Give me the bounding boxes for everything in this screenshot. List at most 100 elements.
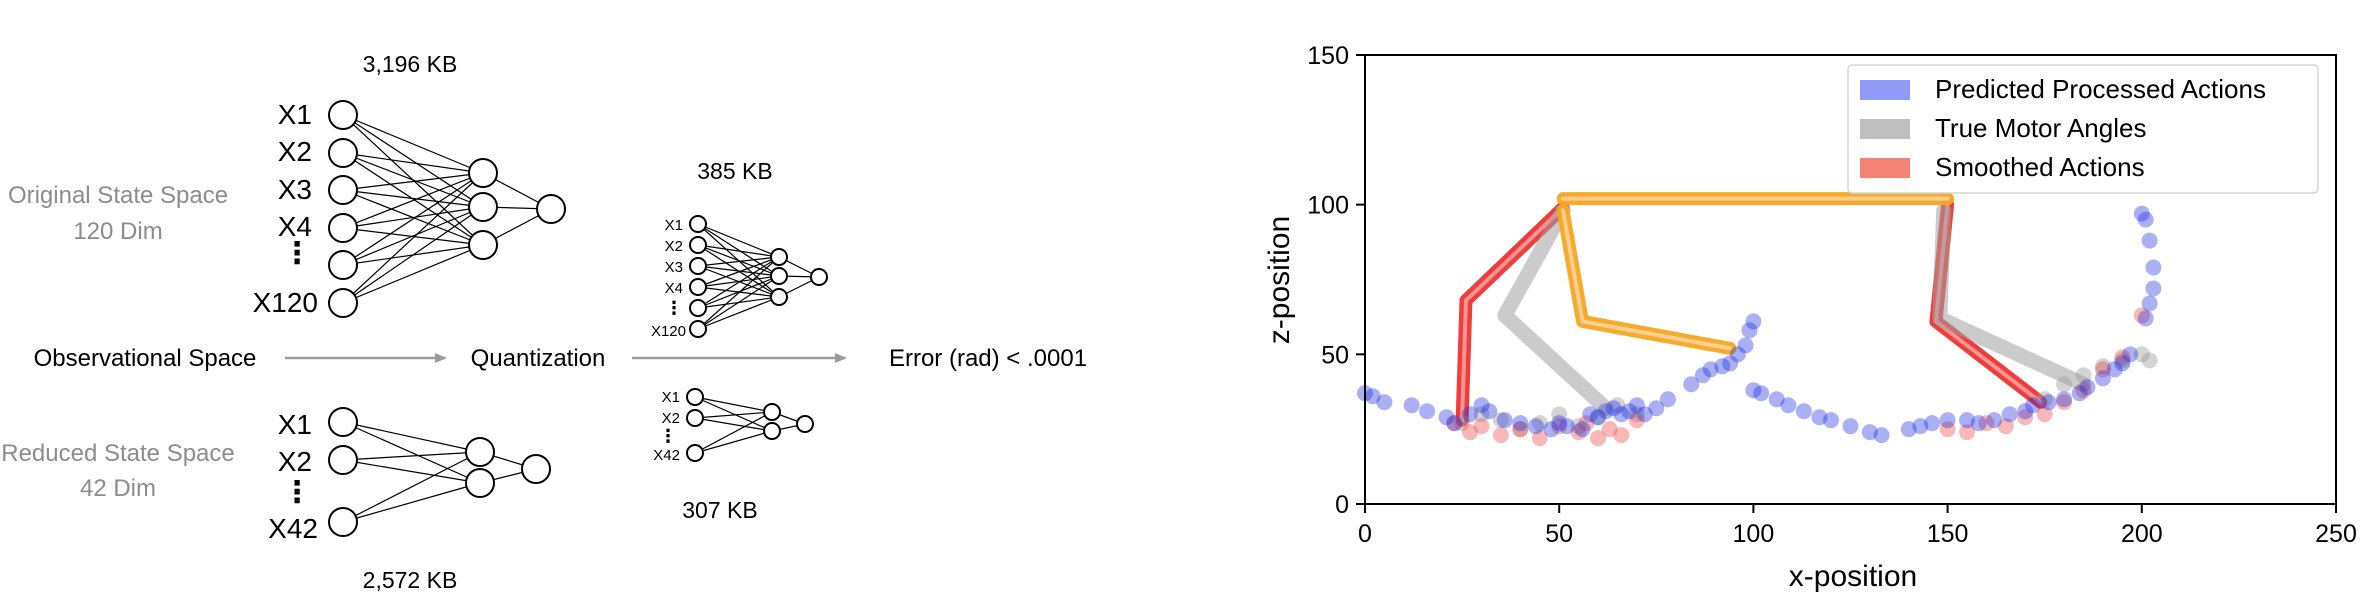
predicted-point	[1582, 406, 1599, 423]
reduced-net-hidden-node	[465, 437, 495, 467]
smoothed-point	[1601, 421, 1618, 438]
predicted-point	[1558, 418, 1575, 435]
q-input-label-x120: X120	[651, 323, 686, 340]
quantization-label: Quantization	[471, 345, 606, 372]
quantized-original-net-connection	[697, 275, 780, 288]
predicted-point	[1364, 388, 1381, 405]
quantized-reduced-net-connection	[694, 417, 773, 432]
quantized-original-net-connection	[697, 296, 780, 330]
true-angle-point	[2133, 346, 2150, 363]
q-input-label-x2-reduced: X2	[662, 410, 680, 427]
predicted-point	[1605, 400, 1622, 417]
legend-swatch-predicted	[1860, 80, 1910, 100]
predicted-point	[1722, 355, 1739, 372]
original-net-input-node	[328, 288, 358, 318]
predicted-point	[1628, 397, 1645, 414]
original-net-input-node	[328, 138, 358, 168]
predicted-point	[1702, 361, 1719, 378]
true-angle-point	[2056, 376, 2073, 393]
predicted-point	[1939, 412, 1956, 429]
reduced-net-connections	[342, 421, 537, 523]
reduced-net-connection	[342, 459, 481, 484]
quantized-original-net-connections	[697, 223, 820, 330]
original-net-connections	[342, 114, 552, 304]
input-label-x42-reduced: X42	[268, 513, 318, 544]
smoothed-point	[1959, 424, 1976, 441]
original-net-connection	[342, 172, 484, 229]
x-tick-label: 250	[2315, 520, 2357, 548]
original-net-input-node	[328, 250, 358, 280]
x-tick-label: 200	[2121, 520, 2163, 548]
predicted-point	[1419, 403, 1436, 420]
quantized-original-net-input-node	[689, 299, 707, 317]
predicted-point	[1795, 403, 1812, 420]
quantized-original-net-output-node	[810, 268, 828, 286]
smoothed-point	[1978, 415, 1995, 432]
input-ellipsis-icon: ⋮	[282, 237, 312, 270]
predicted-point	[1543, 421, 1560, 438]
scatter-chart: 0 50 100 150 200 250 0 50 100 150 x-position z-po…	[1263, 42, 2357, 593]
original-net-connection	[342, 206, 484, 229]
reduced-net-output-node	[521, 454, 551, 484]
predicted-point	[1613, 406, 1630, 423]
predicted-point	[2001, 406, 2018, 423]
y-tick-label: 50	[1321, 341, 1349, 369]
predicted-point	[1636, 406, 1653, 423]
true-angle-point	[1473, 406, 1490, 423]
predicted-point	[2071, 385, 2088, 402]
smoothed-point	[1613, 427, 1630, 444]
network-diagram: 3,196 KB X1 X2 X3 X4 ⋮ X120 Original Sta…	[1, 51, 1087, 593]
quantized-original-net-connection	[697, 256, 780, 309]
quantized-original-net-input-node	[689, 278, 707, 296]
chart-legend: Predicted Processed Actions True Motor A…	[1847, 64, 2319, 194]
true-angle-point	[1512, 421, 1529, 438]
quantized-reduced-net-output-node	[796, 415, 814, 433]
predicted-point	[1438, 409, 1455, 426]
smoothed-point	[1551, 418, 1568, 435]
q-input-label-x42-reduced: X42	[653, 447, 680, 464]
original-net-connection	[342, 152, 484, 174]
smoothed-point	[1531, 430, 1548, 447]
true-right-leg	[1932, 203, 2092, 392]
flow-row: Observational Space Quantization Error (…	[34, 345, 1087, 372]
predicted-point	[1574, 421, 1591, 438]
quantized-reduced-net-hidden-node	[763, 403, 781, 421]
x-tick-label: 50	[1545, 520, 1573, 548]
quantized-original-net-connection	[697, 244, 780, 258]
smoothed-point	[1628, 412, 1645, 429]
predicted-point	[2137, 211, 2154, 228]
quantized-original-net-hidden-node	[770, 248, 788, 266]
predicted-point	[1842, 418, 1859, 435]
original-net-connection	[342, 114, 484, 174]
predicted-point	[1780, 397, 1797, 414]
reduced-state-network: X1 X2 ⋮ X42 2,572 KB Reduced State Space…	[1, 407, 551, 593]
original-network-size-label: 3,196 KB	[363, 51, 458, 77]
predicted-point	[2025, 397, 2042, 414]
original-net-connection	[342, 206, 484, 304]
input-ellipsis-icon-reduced: ⋮	[282, 476, 312, 509]
true-angle-point	[1570, 418, 1587, 435]
plot-frame	[1364, 54, 2337, 505]
legend-swatch-smoothed	[1860, 158, 1910, 178]
predicted-point	[1741, 322, 1758, 339]
true-angle-point	[2114, 352, 2131, 369]
predicted-point	[1597, 403, 1614, 420]
chart-axes: 0 50 100 150 200 250 0 50 100 150	[1307, 42, 2357, 548]
smoothed-point	[2114, 349, 2131, 366]
smoothed-point	[2056, 394, 2073, 411]
predicted-point	[1861, 424, 1878, 441]
x-tick-label: 100	[1733, 520, 1775, 548]
predicted-point	[1512, 415, 1529, 432]
original-net-connection	[342, 152, 484, 208]
predicted-point	[1461, 406, 1478, 423]
quantized-reduced-net-input-node	[686, 388, 704, 406]
true-angle-point	[1628, 406, 1645, 423]
reduced-state-caption: Reduced State Space	[1, 440, 235, 467]
predicted-point	[1768, 391, 1785, 408]
q-input-ellipsis-icon-reduced: ⋮	[659, 426, 677, 446]
true-angle-point	[1609, 397, 1626, 414]
true-angle-point	[1531, 415, 1548, 432]
predicted-point	[1924, 415, 1941, 432]
predicted-point	[1527, 418, 1544, 435]
x-tick-label: 150	[1927, 520, 1969, 548]
